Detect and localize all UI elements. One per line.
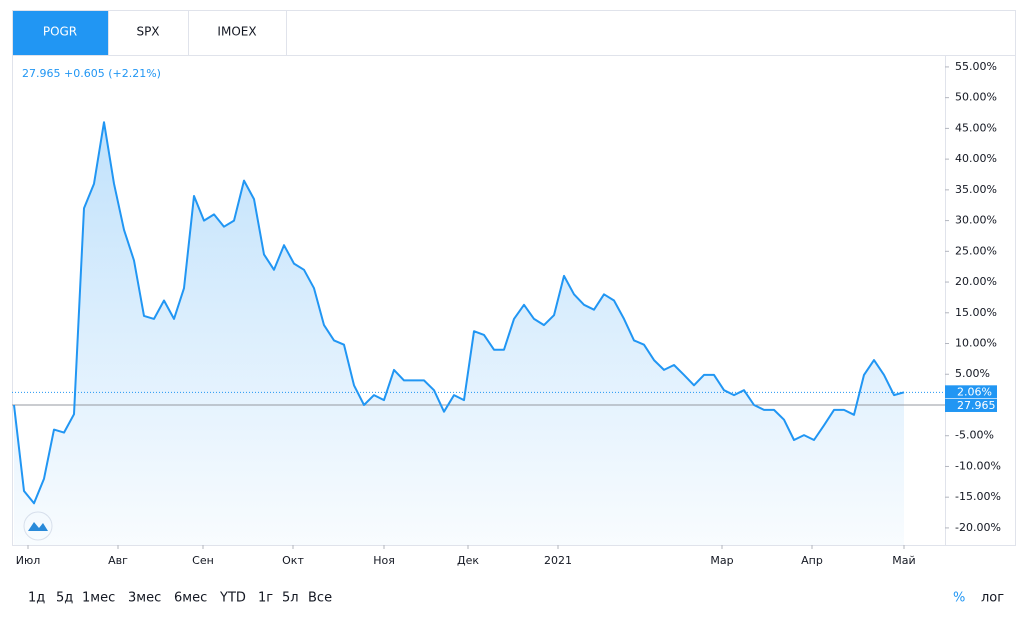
y-tick-label: 25.00% bbox=[955, 244, 997, 257]
tab-label[interactable]: SPX bbox=[136, 25, 159, 39]
x-tick-label: Июл bbox=[16, 554, 41, 567]
range-button[interactable]: YTD bbox=[219, 591, 246, 606]
x-tick-label: Авг bbox=[108, 554, 128, 567]
scale-button[interactable]: лог bbox=[981, 591, 1004, 606]
last-value-badge bbox=[945, 385, 997, 399]
tab[interactable] bbox=[12, 10, 109, 56]
x-tick-label: Ноя bbox=[373, 554, 395, 567]
x-tick-label: Апр bbox=[801, 554, 823, 567]
y-tick-label: 5.00% bbox=[955, 367, 990, 380]
range-button[interactable]: 6мес bbox=[174, 591, 207, 606]
range-button[interactable]: 1д bbox=[28, 591, 45, 606]
price-line bbox=[13, 121, 905, 505]
y-tick-label: -15.00% bbox=[955, 490, 1001, 503]
y-tick-label: 55.00% bbox=[955, 60, 997, 73]
y-tick-label: 10.00% bbox=[955, 337, 997, 350]
baseline-badge bbox=[945, 398, 997, 412]
x-tick-label: Май bbox=[892, 554, 915, 567]
x-tick-label: Мар bbox=[710, 554, 733, 567]
range-button[interactable]: Все bbox=[308, 591, 332, 606]
area-fill bbox=[14, 122, 904, 545]
y-tick-label: 30.00% bbox=[955, 214, 997, 227]
tab-label[interactable]: IMOEX bbox=[217, 25, 256, 39]
tab-label[interactable]: POGR bbox=[43, 25, 77, 39]
range-button[interactable]: 5д bbox=[56, 591, 73, 606]
y-tick-label: 45.00% bbox=[955, 121, 997, 134]
baseline-label: 27.965 bbox=[957, 399, 996, 412]
y-tick-label: 20.00% bbox=[955, 275, 997, 288]
x-tick-label: Окт bbox=[282, 554, 304, 567]
y-tick-label: 35.00% bbox=[955, 183, 997, 196]
range-button[interactable]: 1г bbox=[258, 591, 273, 606]
x-tick-label: Сен bbox=[192, 554, 214, 567]
y-tick-label: -20.00% bbox=[955, 521, 1001, 534]
y-tick-label: -5.00% bbox=[955, 429, 994, 442]
quote: 27.965 +0.605 (+2.21%) bbox=[22, 67, 161, 80]
range-button[interactable]: 3мес bbox=[128, 591, 161, 606]
tab[interactable] bbox=[188, 10, 287, 56]
y-tick-label: 50.00% bbox=[955, 91, 997, 104]
range-button[interactable]: 5л bbox=[282, 591, 299, 606]
range-button[interactable]: 1мес bbox=[82, 591, 115, 606]
x-tick-label: Дек bbox=[457, 554, 479, 567]
scale-button[interactable]: % bbox=[953, 591, 965, 606]
y-tick-label: -10.00% bbox=[955, 459, 1001, 472]
y-tick-label: 40.00% bbox=[955, 152, 997, 165]
frame bbox=[12, 10, 1016, 546]
last-value-label: 2.06% bbox=[957, 385, 992, 398]
x-tick-label: 2021 bbox=[544, 554, 572, 567]
y-tick-label: 15.00% bbox=[955, 306, 997, 319]
